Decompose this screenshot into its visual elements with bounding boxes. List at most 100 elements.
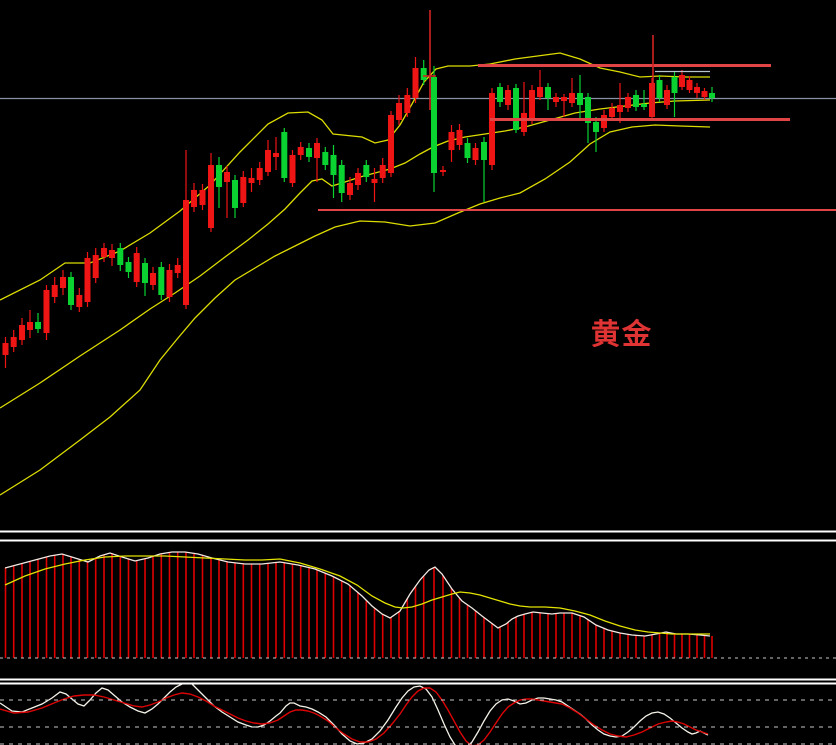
candle-body — [265, 150, 271, 172]
candle-body — [330, 155, 337, 175]
candle — [497, 83, 503, 107]
candle — [489, 88, 495, 170]
candle-body — [593, 122, 599, 132]
candle — [306, 143, 312, 162]
candle-body — [84, 258, 91, 302]
candle — [19, 318, 25, 345]
candle — [224, 166, 230, 218]
candle-body — [396, 103, 402, 120]
candle-body — [569, 93, 575, 103]
candle-body — [240, 177, 247, 203]
candle-body — [664, 90, 670, 105]
candle — [92, 248, 99, 283]
oscillator-lines — [0, 684, 709, 745]
candle-body — [371, 179, 378, 183]
candle — [35, 313, 41, 333]
candle — [60, 270, 66, 295]
candle — [686, 76, 693, 93]
candle — [448, 125, 455, 162]
candle-body — [379, 165, 386, 178]
candle — [208, 153, 214, 232]
candle-body — [158, 267, 165, 295]
candle — [431, 66, 437, 192]
candle-body — [125, 262, 132, 272]
candle — [76, 288, 83, 312]
candle — [347, 177, 353, 200]
candle — [281, 128, 288, 182]
candle — [481, 137, 487, 202]
candle-body — [431, 77, 437, 173]
candle — [84, 252, 91, 307]
candle-body — [289, 155, 296, 183]
candle-body — [281, 132, 288, 178]
candle-body — [561, 97, 567, 101]
candle-body — [585, 97, 591, 123]
candle — [701, 88, 708, 100]
candle — [656, 75, 663, 102]
candle-body — [101, 248, 107, 257]
candle — [240, 171, 247, 207]
macd-dea-line — [4, 555, 710, 635]
candle — [617, 83, 623, 123]
candle-body — [609, 108, 615, 117]
candle-body — [76, 295, 83, 307]
candle — [569, 78, 575, 107]
candle — [664, 85, 670, 109]
candle — [174, 258, 181, 278]
candle — [505, 85, 511, 110]
candle — [379, 158, 386, 183]
candle-body — [117, 248, 124, 265]
candle — [371, 168, 378, 202]
candle — [649, 78, 655, 120]
candle — [396, 95, 402, 125]
candle — [420, 60, 427, 85]
candle-body — [347, 183, 353, 195]
candle-body — [694, 87, 700, 93]
candle-body — [388, 115, 394, 173]
candle-body — [577, 93, 583, 105]
candle — [248, 168, 255, 192]
candle — [521, 82, 527, 136]
candle — [456, 124, 463, 150]
candle — [314, 138, 320, 182]
candle-body — [191, 190, 197, 207]
candle-body — [529, 90, 535, 120]
candle — [289, 150, 296, 187]
panel-borders — [0, 530, 836, 685]
macd-dif-line — [4, 551, 711, 637]
candle-body — [625, 97, 631, 108]
candle — [625, 93, 631, 112]
candle-body — [633, 95, 639, 107]
candle — [545, 83, 551, 110]
symbol-label: 黄金 — [591, 317, 654, 351]
candle-body — [35, 322, 41, 329]
candle — [404, 88, 411, 117]
candle — [191, 183, 197, 212]
candle — [513, 84, 519, 133]
candle-body — [355, 173, 361, 185]
candle — [125, 257, 132, 278]
candle — [232, 175, 238, 218]
candle-body — [19, 325, 25, 340]
candle-body — [709, 93, 715, 98]
candle-body — [2, 343, 9, 355]
main-chart-panel — [0, 10, 836, 496]
candle-body — [216, 165, 222, 187]
candle — [633, 90, 639, 111]
candle-body — [679, 75, 685, 87]
candle-body — [649, 83, 655, 117]
candle — [265, 140, 271, 176]
candle — [256, 162, 263, 185]
candle-body — [448, 132, 455, 150]
candle-body — [440, 170, 446, 172]
candle-body — [481, 142, 487, 160]
candle — [577, 75, 583, 118]
candle-body — [338, 165, 345, 193]
candle-body — [497, 87, 503, 102]
candle-body — [142, 263, 148, 283]
candle — [553, 93, 559, 107]
candle-body — [472, 148, 479, 160]
candle — [43, 285, 50, 340]
candle-body — [224, 172, 230, 182]
